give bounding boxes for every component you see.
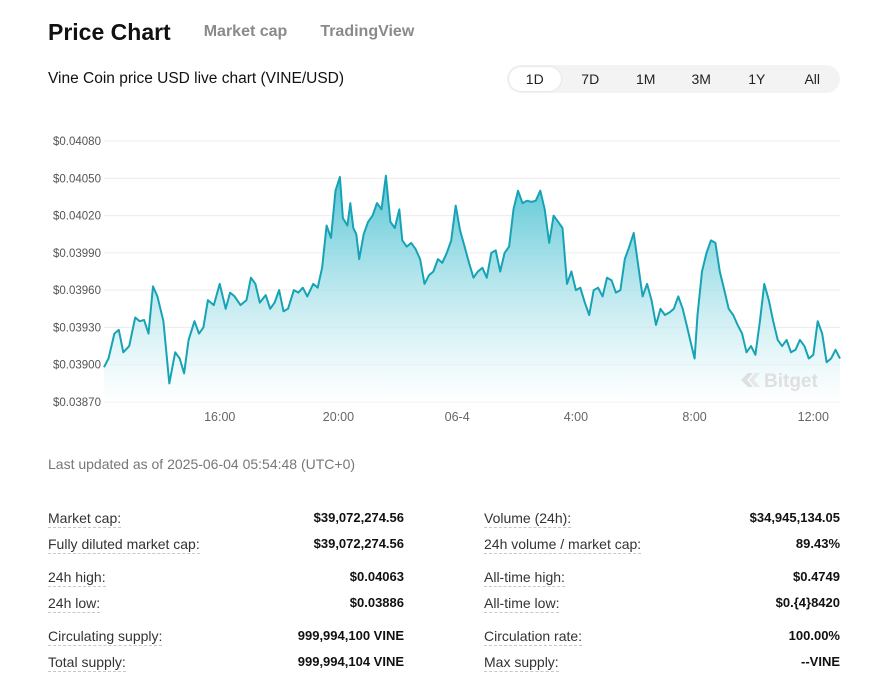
stat-label: Circulating supply: xyxy=(48,628,163,646)
price-chart[interactable]: $0.04080 $0.04050 $0.04020 $0.03990 $0.03960… xyxy=(0,120,870,430)
stat-label: Total supply: xyxy=(48,654,126,672)
stat-all-time-high: All-time high: $0.4749 xyxy=(484,569,840,589)
stat-label: 24h high: xyxy=(48,569,106,587)
stat-value: $39,072,274.56 xyxy=(313,510,404,525)
stat-24h-high: 24h high: $0.04063 xyxy=(48,569,404,589)
stat-circulating-supply: Circulating supply: 999,994,100 VINE xyxy=(48,628,404,648)
range-1m-button[interactable]: 1M xyxy=(636,71,656,87)
stat-value: --VINE xyxy=(801,654,840,669)
range-7d-button[interactable]: 7D xyxy=(581,71,600,87)
chart-subtitle: Vine Coin price USD live chart (VINE/USD… xyxy=(48,70,345,87)
stat-value: 999,994,104 VINE xyxy=(297,654,404,669)
stat-market-cap: Market cap: $39,072,274.56 xyxy=(48,510,404,530)
y-tick-label: $0.03930 xyxy=(53,322,101,334)
y-tick-label: $0.04050 xyxy=(53,173,101,185)
stat-all-time-low: All-time low: $0.{4}8420 xyxy=(484,595,840,615)
stat-label: All-time low: xyxy=(484,595,560,613)
stat-fully-diluted-market-cap: Fully diluted market cap: $39,072,274.56 xyxy=(48,536,404,556)
stat-value: 999,994,100 VINE xyxy=(297,628,404,643)
stat-value: 100.00% xyxy=(788,628,840,643)
bitget-watermark: Bitget xyxy=(741,371,819,392)
y-tick-label: $0.03990 xyxy=(53,248,101,260)
watermark-text: Bitget xyxy=(764,371,819,392)
y-tick-label: $0.03960 xyxy=(53,285,101,297)
stat-total-supply: Total supply: 999,994,104 VINE xyxy=(48,654,404,674)
stat-circulation-rate: Circulation rate: 100.00% xyxy=(484,628,840,648)
tab-market-cap[interactable]: Market cap xyxy=(203,23,288,40)
header: Price Chart Market cap TradingView xyxy=(48,16,414,48)
x-tick-label: 20:00 xyxy=(323,410,354,424)
y-tick-label: $0.03900 xyxy=(53,360,101,372)
x-tick-label: 12:00 xyxy=(798,410,829,424)
x-axis-ticks: 16:00 20:00 06-4 4:00 8:00 12:00 xyxy=(204,410,829,424)
bitget-logo-icon xyxy=(741,373,760,387)
range-3m-button[interactable]: 3M xyxy=(691,71,711,87)
stat-label: All-time high: xyxy=(484,569,565,587)
x-tick-label: 16:00 xyxy=(204,410,235,424)
stat-value: 89.43% xyxy=(795,536,840,551)
stat-volume-24h: Volume (24h): $34,945,134.05 xyxy=(484,510,840,530)
price-area xyxy=(104,175,840,402)
stat-value: $0.03886 xyxy=(349,595,404,610)
y-tick-label: $0.04080 xyxy=(53,136,101,148)
stat-value: $0.4749 xyxy=(793,569,840,584)
range-all-button[interactable]: All xyxy=(804,71,821,87)
y-tick-label: $0.04020 xyxy=(53,211,101,223)
stat-value: $39,072,274.56 xyxy=(313,536,404,551)
stat-label: Max supply: xyxy=(484,654,559,672)
stat-label: Fully diluted market cap: xyxy=(48,536,200,554)
x-tick-label: 8:00 xyxy=(682,410,706,424)
tab-price-chart[interactable]: Price Chart xyxy=(48,18,171,45)
stat-volume-market-cap-ratio: 24h volume / market cap: 89.43% xyxy=(484,536,840,556)
tab-tradingview[interactable]: TradingView xyxy=(320,23,415,40)
stat-value: $0.{4}8420 xyxy=(775,595,840,610)
stat-label: Volume (24h): xyxy=(484,510,572,528)
y-axis-ticks: $0.04080 $0.04050 $0.04020 $0.03990 $0.03960… xyxy=(53,136,101,409)
stat-label: Market cap: xyxy=(48,510,122,528)
y-tick-label: $0.03870 xyxy=(53,397,101,409)
x-tick-label: 4:00 xyxy=(564,410,588,424)
stat-value: $34,945,134.05 xyxy=(749,510,840,525)
range-1y-button[interactable]: 1Y xyxy=(748,71,766,87)
price-line xyxy=(103,174,841,385)
stat-24h-low: 24h low: $0.03886 xyxy=(48,595,404,615)
x-tick-label: 06-4 xyxy=(445,410,470,424)
stat-label: 24h volume / market cap: xyxy=(484,536,642,554)
stat-label: Circulation rate: xyxy=(484,628,583,646)
stat-value: $0.04063 xyxy=(349,569,404,584)
last-updated: Last updated as of 2025-06-04 05:54:48 (… xyxy=(48,456,356,472)
stat-max-supply: Max supply: --VINE xyxy=(484,654,840,674)
range-selector: 1D 7D 1M 3M 1Y All xyxy=(507,65,840,93)
stat-label: 24h low: xyxy=(48,595,101,613)
range-1d-button[interactable]: 1D xyxy=(509,67,561,91)
